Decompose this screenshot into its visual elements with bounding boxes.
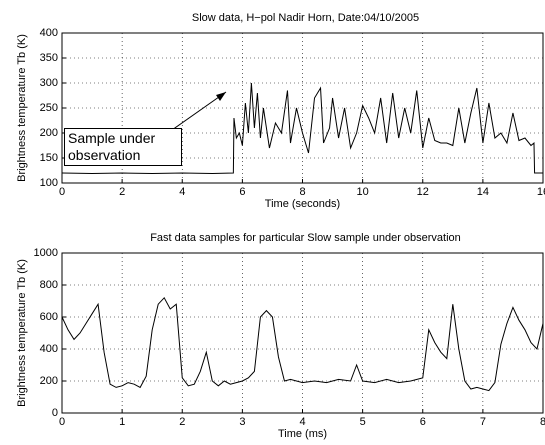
chart-title: Fast data samples for particular Slow sa…	[150, 232, 461, 244]
y-tick-label: 400	[40, 343, 58, 355]
x-tick-label: 12	[417, 186, 429, 198]
y-tick-label: 800	[40, 279, 58, 291]
y-tick-label: 250	[40, 102, 58, 114]
x-tick-label: 8	[540, 416, 545, 428]
x-tick-label: 10	[357, 186, 369, 198]
y-tick-label: 100	[40, 177, 58, 189]
y-tick-label: 200	[40, 375, 58, 387]
y-tick-label: 0	[52, 407, 58, 419]
y-tick-label: 300	[40, 77, 58, 89]
x-tick-label: 8	[299, 186, 305, 198]
axes-frame	[61, 32, 544, 184]
x-tick-label: 3	[239, 416, 245, 428]
annotation-arrowhead	[216, 92, 226, 101]
x-tick-label: 4	[179, 186, 185, 198]
x-tick-label: 0	[59, 416, 65, 428]
x-tick-label: 2	[119, 186, 125, 198]
annotation-arrow	[171, 91, 227, 131]
x-tick-label: 4	[299, 416, 305, 428]
x-tick-label: 6	[239, 186, 245, 198]
y-tick-label: 350	[40, 52, 58, 64]
x-tick-label: 16	[537, 186, 545, 198]
x-tick-label: 2	[179, 416, 185, 428]
y-tick-label: 200	[40, 127, 58, 139]
data-line	[61, 296, 544, 392]
data-line	[61, 82, 543, 175]
y-axis-label: Brightness temperature Tb (K)	[16, 259, 28, 407]
x-axis-label: Time (ms)	[278, 428, 327, 440]
x-tick-label: 14	[477, 186, 489, 198]
x-axis-label: Time (seconds)	[265, 198, 340, 210]
annotation-box: Sample under observation	[64, 128, 182, 166]
y-tick-label: 400	[40, 27, 58, 39]
axes-frame	[61, 252, 544, 414]
chart-title: Slow data, H−pol Nadir Horn, Date:04/10/…	[192, 12, 419, 24]
y-tick-label: 600	[40, 311, 58, 323]
x-tick-label: 0	[59, 186, 65, 198]
y-tick-label: 1000	[34, 247, 58, 259]
x-tick-label: 6	[420, 416, 426, 428]
x-tick-label: 5	[360, 416, 366, 428]
x-tick-label: 7	[480, 416, 486, 428]
y-tick-label: 150	[40, 152, 58, 164]
y-axis-label: Brightness temperature Tb (K)	[16, 34, 28, 182]
x-tick-label: 1	[119, 416, 125, 428]
